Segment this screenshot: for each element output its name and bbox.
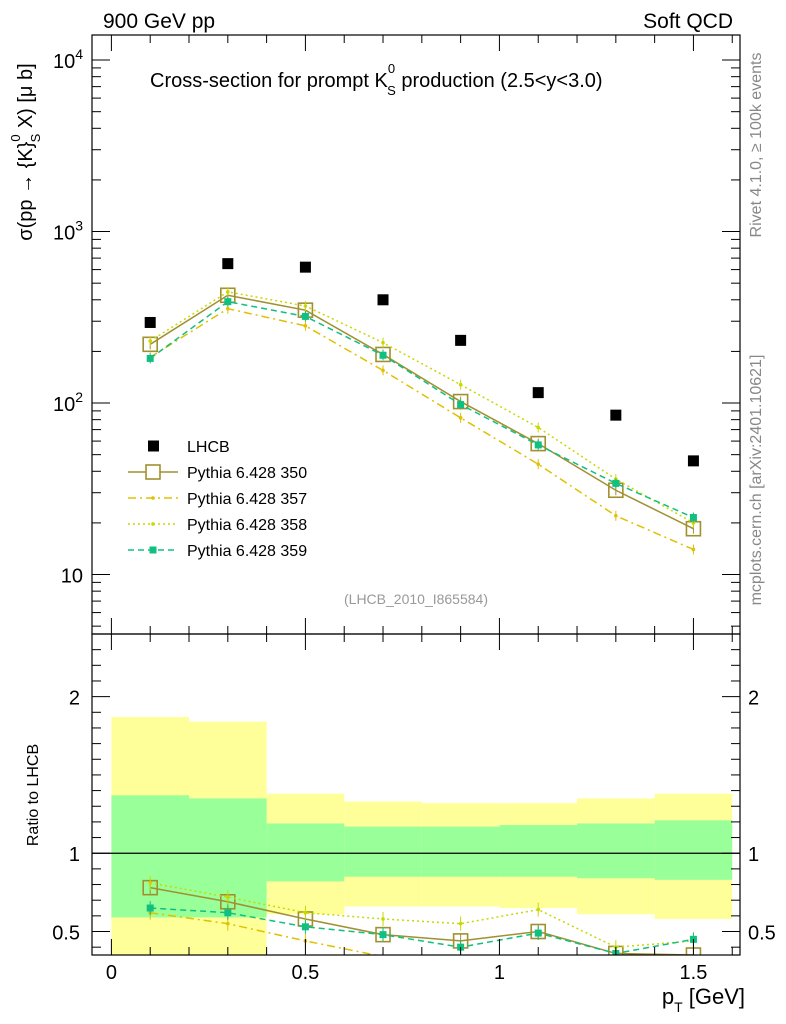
series-line-1 [149, 307, 694, 551]
series-line-2 [149, 291, 694, 524]
y-tick-label: 10 [61, 566, 83, 588]
y-tick-label-exp: 2 [75, 389, 83, 405]
legend-marker-data [148, 440, 159, 452]
marker-dot [536, 961, 540, 965]
x-tick-label: 0 [106, 962, 117, 984]
y-axis-label-sub: S [28, 133, 43, 142]
y-axis-label-b: X) [μ b] [15, 63, 37, 133]
header-right: Soft QCD [643, 10, 733, 33]
ratio-band-inner [577, 823, 655, 879]
ratio-band-inner [111, 795, 190, 918]
ratio-y-label: Ratio to LHCB [25, 744, 42, 846]
chart-title-main: Cross-section for prompt K [150, 70, 389, 92]
ratio-bands [92, 716, 740, 955]
legend-label: Pythia 6.428 359 [187, 543, 307, 560]
main-series [142, 258, 702, 555]
marker-dot [614, 967, 618, 971]
ratio-y-tick-label-right: 1 [748, 844, 759, 866]
ratio-band-inner [499, 825, 578, 877]
marker-open-square [530, 435, 547, 452]
ratio-y-tick-label-right: 2 [748, 688, 759, 710]
x-tick-label: 1 [494, 962, 505, 984]
ratio-line-0 [150, 886, 694, 955]
analysis-tag: (LHCB_2010_I865584) [344, 591, 488, 607]
ratio-band-inner [266, 823, 345, 882]
chart-title-sup: 0 [388, 61, 395, 76]
y-tick-label-base: 10 [53, 394, 75, 416]
header-left: 900 GeV pp [103, 10, 215, 33]
ratio-y-tick-label: 2 [69, 688, 80, 710]
legend-label: Pythia 6.428 357 [187, 491, 307, 508]
legend-label: LHCB [187, 439, 230, 456]
y-tick-label: 102 [53, 389, 83, 416]
chart-title-sub: S [387, 83, 396, 98]
ratio-band-inner [344, 826, 422, 877]
ratio-frame [91, 633, 741, 956]
rivet-label: Rivet 4.1.0, ≥ 100k events [748, 53, 765, 238]
x-axis-label-tail: [GeV] [683, 984, 745, 1009]
ratio-line-1 [150, 911, 380, 955]
y-tick-label-base: 10 [53, 223, 75, 245]
y-tick-label-exp: 4 [75, 46, 83, 62]
y-axis-label-a: σ(pp → {K} [15, 141, 37, 240]
x-axis-label-main: p [662, 984, 674, 1009]
marker-dot [459, 961, 463, 965]
ratio-y-tick-label-right: 0.5 [748, 923, 776, 945]
y-tick-label: 103 [53, 218, 83, 245]
legend-marker-dot [151, 496, 155, 500]
chart-title: Cross-section for prompt K0 S production … [150, 61, 603, 98]
x-tick-label: 1.5 [680, 962, 708, 984]
ratio-band-inner [421, 826, 500, 877]
ratio-line-3 [150, 907, 694, 955]
y-axis-label: σ(pp → {K}0 S X) [μ b] [8, 63, 43, 240]
y-tick-label-base: 10 [53, 51, 75, 73]
x-axis-label-sub: T [674, 999, 683, 1015]
data-point [299, 261, 311, 273]
data-point [222, 258, 234, 270]
legend-label: Pythia 6.428 350 [187, 465, 307, 482]
ratio-band-inner [654, 820, 733, 880]
mcplots-label: mcplots.cern.ch [arXiv:2401.10621] [748, 355, 765, 606]
y-tick-label: 104 [53, 46, 83, 73]
legend: LHCB Pythia 6.428 350 Pythia 6.428 357 Pyth… [128, 439, 307, 560]
data-point [455, 334, 467, 346]
y-tick-label-exp: 3 [75, 218, 83, 234]
data-point [687, 455, 699, 467]
chart-title-tail: production (2.5<y<3.0) [396, 70, 603, 92]
ratio-y-tick-label: 0.5 [52, 923, 80, 945]
legend-marker-open-square [145, 464, 161, 480]
data-point [532, 387, 544, 399]
legend-marker-dot [151, 522, 155, 526]
legend-label: Pythia 6.428 358 [187, 517, 307, 534]
y-axis-label-sup: 0 [8, 134, 23, 141]
x-axis-label: pT [GeV] [662, 984, 745, 1015]
ratio-y-tick-label: 1 [69, 844, 80, 866]
data-point [144, 316, 156, 328]
series-line-0 [149, 294, 694, 530]
legend-marker-filled-square [149, 546, 157, 554]
data-point [377, 294, 389, 306]
x-tick-label: 0.5 [292, 962, 320, 984]
series-line-3 [149, 300, 694, 519]
data-point [610, 409, 622, 421]
